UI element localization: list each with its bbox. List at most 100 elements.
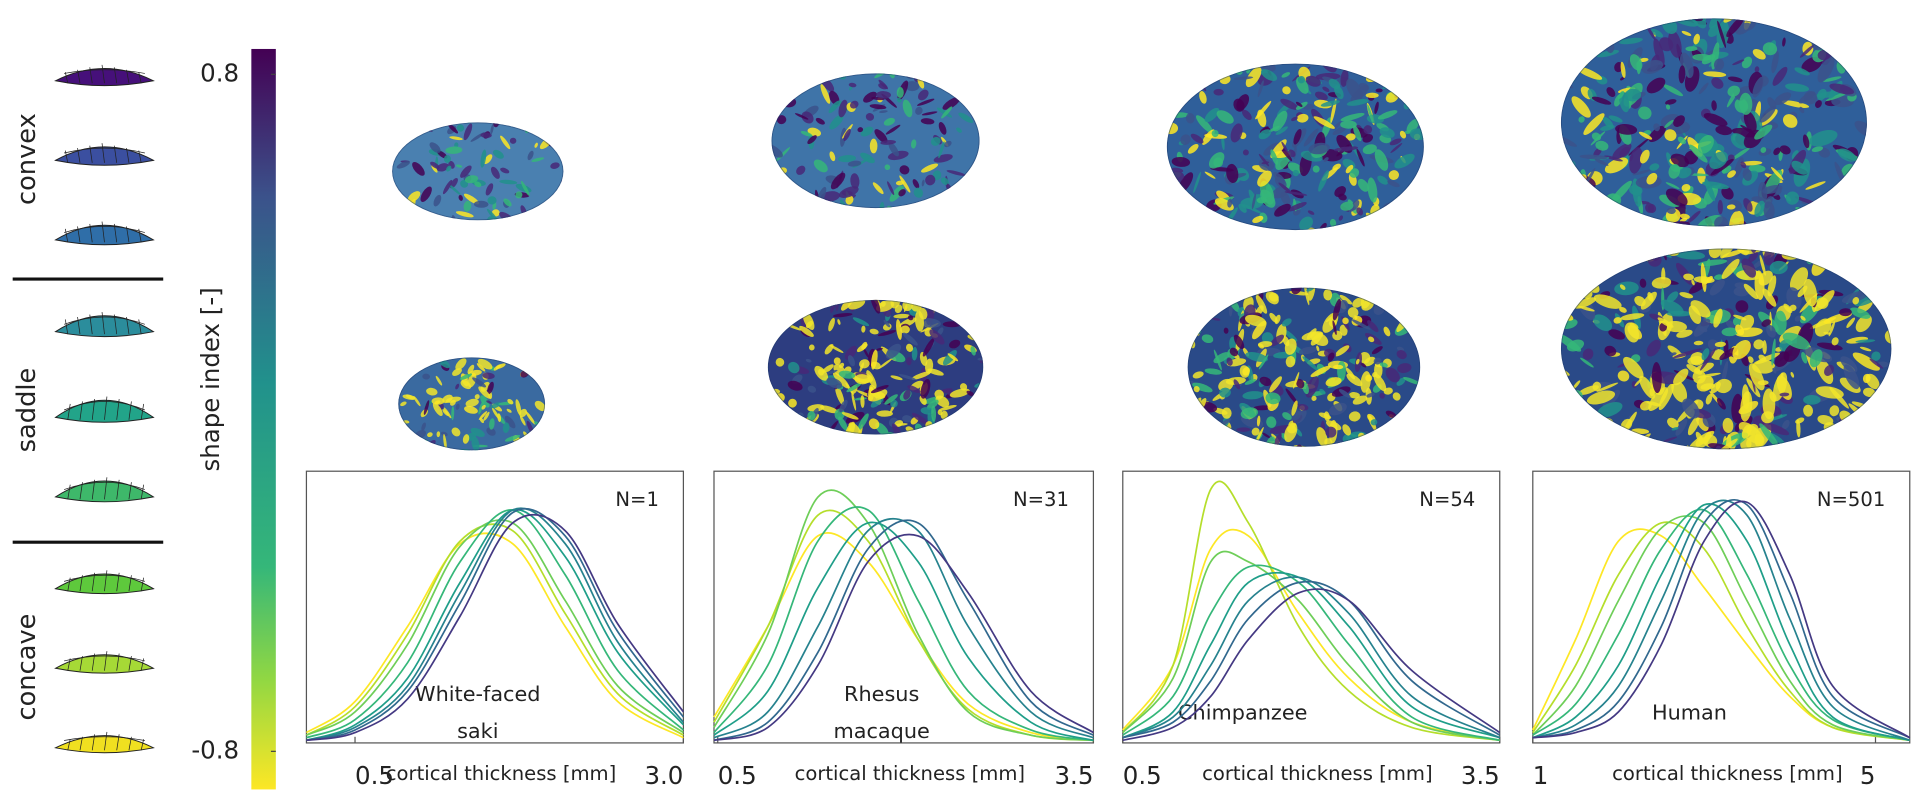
brain-spot [1639, 149, 1650, 164]
brain-spot [1854, 120, 1867, 138]
brain-spot [1748, 363, 1765, 391]
brain-spot [776, 115, 787, 125]
brain-spot [1287, 202, 1307, 212]
brain-spot [800, 130, 813, 137]
brain-spot [1762, 450, 1770, 457]
brain-spot [866, 370, 877, 389]
brain-spot [463, 123, 473, 141]
brain-spot [490, 334, 500, 351]
brain-spot [852, 317, 870, 327]
brain-spot [1166, 212, 1174, 231]
brain-spot [896, 319, 902, 340]
brain-spot [474, 181, 482, 188]
brain-spot [1855, 458, 1875, 490]
brain-spot [468, 468, 476, 480]
brain-spot [934, 389, 944, 399]
brain-spot [1827, 206, 1841, 227]
brain-spot [1693, 340, 1704, 346]
density-curve [713, 521, 1094, 742]
brain-spot [874, 129, 888, 143]
brain-spot [1606, 87, 1616, 97]
shape-icon [54, 477, 155, 503]
brain-spot [1772, 66, 1788, 86]
brain-spot [422, 373, 430, 380]
brain-spot [852, 40, 861, 49]
brain-spot [1698, 82, 1709, 95]
brain-spot [1783, 303, 1793, 313]
brain-spot [894, 304, 903, 314]
brain-spot [1340, 257, 1344, 263]
brain-spot [1646, 26, 1656, 41]
brain-spot [471, 222, 481, 235]
brain-spot [1310, 365, 1331, 378]
brain-spot [949, 339, 961, 349]
brain-spot [519, 408, 527, 418]
brain-spot [1388, 455, 1408, 466]
brain-spot [1690, 351, 1705, 366]
shape-icon [54, 396, 155, 423]
brain-spot [1338, 215, 1344, 221]
brain-spot [1338, 389, 1351, 398]
brain-spot [907, 315, 914, 321]
brain-spot [871, 349, 878, 370]
density-curve [1532, 528, 1910, 742]
brain-spot [884, 444, 893, 455]
brain-spot [1258, 341, 1273, 348]
brain-spot [1315, 231, 1323, 240]
brain-spot [1347, 465, 1357, 473]
brain-spot [1772, 482, 1795, 501]
brain-spot [808, 203, 822, 209]
brain-spot [1305, 376, 1319, 398]
brain-spot [1760, 147, 1767, 153]
brain-spot [1618, 23, 1625, 41]
brain-spot [1263, 253, 1276, 268]
brain-spot [478, 338, 484, 344]
brain [767, 299, 984, 484]
brain-spot [833, 464, 850, 484]
brain-spot [845, 195, 854, 205]
brain-spot [1273, 249, 1287, 263]
brain-spot [837, 33, 853, 48]
brain-spot [1846, 317, 1856, 328]
brain-spot [461, 249, 468, 257]
brain-spot [1799, 478, 1815, 494]
brain-spot [1604, 157, 1629, 174]
species-label: Chimpanzee [1178, 701, 1307, 725]
brain-spot [964, 89, 980, 97]
brain-spot [807, 135, 817, 145]
density-curve [306, 509, 684, 739]
brain-spot [1649, 163, 1660, 171]
brain-spot [1355, 358, 1360, 365]
brain-spot [1651, 362, 1662, 394]
brain-spot [1687, 210, 1701, 224]
brain-spot [482, 372, 495, 380]
brain-spot [1837, 148, 1856, 162]
brain-spot [1805, 181, 1826, 190]
brain-spot [461, 342, 467, 356]
icon-mesh [63, 574, 145, 582]
brain-spot [1801, 352, 1808, 364]
brain-spot [851, 391, 857, 411]
brain-spot [1673, 368, 1689, 386]
brain-spot [1255, 294, 1268, 314]
brain-spot [904, 81, 920, 92]
brain-spot [945, 204, 959, 209]
density-curve [1122, 550, 1500, 742]
brain-spot [884, 394, 898, 405]
brain-spot [533, 360, 541, 365]
brain-spot [1282, 412, 1292, 421]
brain-spot [465, 398, 479, 407]
brain-spot [791, 193, 803, 201]
shape-icon [54, 731, 155, 754]
brain-spot [1322, 86, 1330, 93]
brain-spot [1726, 204, 1736, 210]
brain-spot [1284, 422, 1298, 443]
brain-spot [1416, 393, 1421, 406]
brain-spot [1713, 472, 1733, 492]
brain-spot [1762, 42, 1778, 56]
brain-spot [440, 431, 448, 437]
brain-spot [828, 317, 835, 332]
brain-spot [1346, 453, 1358, 465]
brain-spot [471, 436, 480, 451]
brain-spot [1654, 225, 1664, 227]
